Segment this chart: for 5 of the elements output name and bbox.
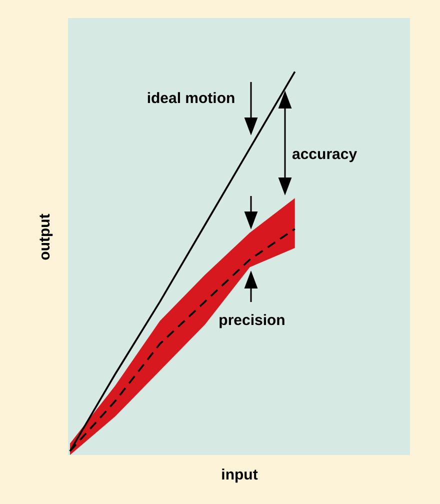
annotation: precision [218, 312, 286, 329]
x-axis-title: input [221, 466, 258, 484]
y-axis-title: output [36, 214, 54, 260]
annotation: accuracy [292, 146, 358, 163]
annotation: ideal motion [146, 90, 236, 107]
